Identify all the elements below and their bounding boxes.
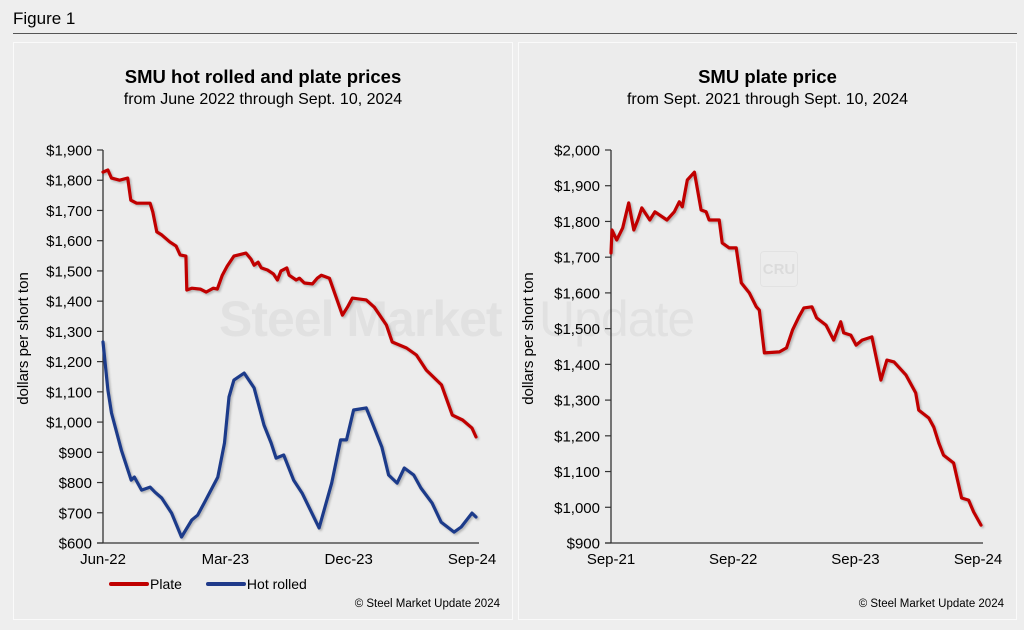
y-tick-label: $1,400 bbox=[554, 357, 600, 374]
series-line-plate bbox=[609, 170, 983, 527]
series-line-plate bbox=[101, 168, 478, 439]
chart-subtitle: from June 2022 through Sept. 10, 2024 bbox=[123, 91, 403, 108]
legend-swatch-hot-rolled bbox=[205, 582, 246, 586]
copyright-credit: © Steel Market Update 2024 bbox=[858, 598, 1004, 610]
y-tick-label: $1,700 bbox=[46, 203, 92, 220]
y-axis-title: dollars per short ton bbox=[520, 272, 537, 405]
y-tick-label: $1,300 bbox=[46, 324, 92, 341]
y-tick-label: $700 bbox=[59, 505, 92, 522]
y-tick-label: $1,800 bbox=[46, 173, 92, 190]
figure-title: Figure 1 bbox=[13, 9, 76, 28]
cru-badge-text: CRU bbox=[762, 260, 796, 278]
legend-label-hot-rolled: Hot rolled bbox=[246, 576, 307, 592]
y-tick-label: $900 bbox=[567, 536, 600, 553]
legend: Plate Hot rolled bbox=[109, 576, 331, 592]
chart-subtitle: from Sept. 2021 through Sept. 10, 2024 bbox=[626, 91, 909, 108]
x-tick-label: Jun-22 bbox=[80, 551, 126, 568]
y-tick-label: $1,700 bbox=[554, 250, 600, 267]
x-tick-label: Dec-23 bbox=[325, 551, 373, 568]
y-tick-label: $1,000 bbox=[554, 500, 600, 517]
y-tick-label: $1,100 bbox=[554, 464, 600, 481]
y-tick-label: $1,200 bbox=[554, 428, 600, 445]
y-axis-title: dollars per short ton bbox=[15, 272, 32, 405]
x-tick-label: Sep-23 bbox=[831, 551, 879, 568]
y-tick-label: $1,100 bbox=[46, 384, 92, 401]
y-tick-label: $1,500 bbox=[554, 321, 600, 338]
legend-label-plate: Plate bbox=[150, 576, 182, 592]
y-tick-label: $1,900 bbox=[554, 178, 600, 195]
chart-title: SMU plate price bbox=[698, 66, 837, 87]
legend-item-hot-rolled: Hot rolled bbox=[205, 576, 307, 592]
y-tick-label: $1,900 bbox=[46, 143, 92, 160]
chart-hot-rolled-and-plate: $600 $700 $800 $900 $1,000 $1,100 $1,200 $1,300… bbox=[15, 143, 496, 569]
legend-swatch-plate bbox=[109, 582, 149, 586]
y-tick-label: $1,600 bbox=[46, 233, 92, 250]
cru-badge-watermark: CRU bbox=[760, 251, 798, 287]
x-tick-label: Sep-24 bbox=[448, 551, 496, 568]
x-tick-label: Sep-22 bbox=[709, 551, 757, 568]
chart-title: SMU hot rolled and plate prices bbox=[124, 66, 402, 87]
y-tick-label: $1,600 bbox=[554, 285, 600, 302]
figure-title-rule bbox=[13, 33, 1017, 34]
series-line-hot-rolled bbox=[101, 340, 478, 539]
y-tick-label: $1,400 bbox=[46, 294, 92, 311]
y-tick-label: $1,300 bbox=[554, 393, 600, 410]
x-tick-label: Mar-23 bbox=[202, 551, 250, 568]
y-tick-label: $800 bbox=[59, 475, 92, 492]
legend-item-plate: Plate bbox=[109, 576, 182, 592]
copyright-credit: © Steel Market Update 2024 bbox=[354, 598, 500, 610]
y-tick-label: $2,000 bbox=[554, 143, 600, 160]
y-tick-label: $1,000 bbox=[46, 415, 92, 432]
y-tick-label: $1,800 bbox=[554, 214, 600, 231]
y-tick-label: $900 bbox=[59, 445, 92, 462]
y-tick-label: $1,500 bbox=[46, 263, 92, 280]
x-tick-label: Sep-24 bbox=[954, 551, 1002, 568]
y-tick-label: $600 bbox=[59, 536, 92, 553]
x-tick-label: Sep-21 bbox=[587, 551, 635, 568]
chart-plate-price: $900 $1,000 $1,100 $1,200 $1,300 $1,400 $1,500… bbox=[520, 143, 1002, 569]
chart-panel-hot-rolled-and-plate: Steel Market SMU hot rolled and plate pr… bbox=[13, 42, 513, 620]
y-tick-label: $1,200 bbox=[46, 354, 92, 371]
